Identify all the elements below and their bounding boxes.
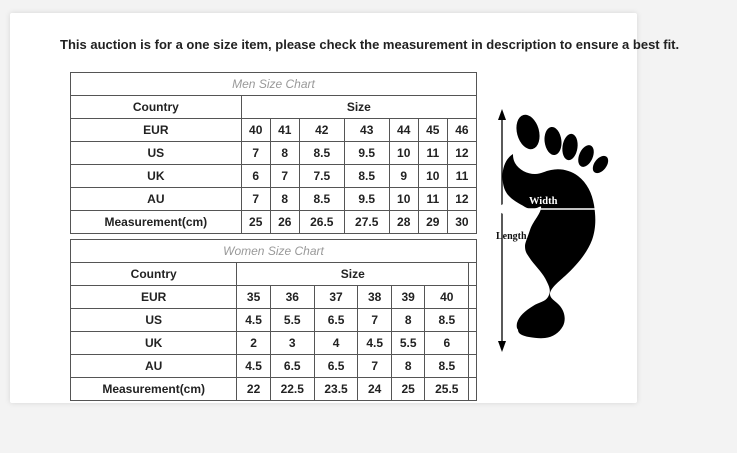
svg-text:Length: Length [496,231,527,242]
svg-text:Width: Width [529,196,558,207]
